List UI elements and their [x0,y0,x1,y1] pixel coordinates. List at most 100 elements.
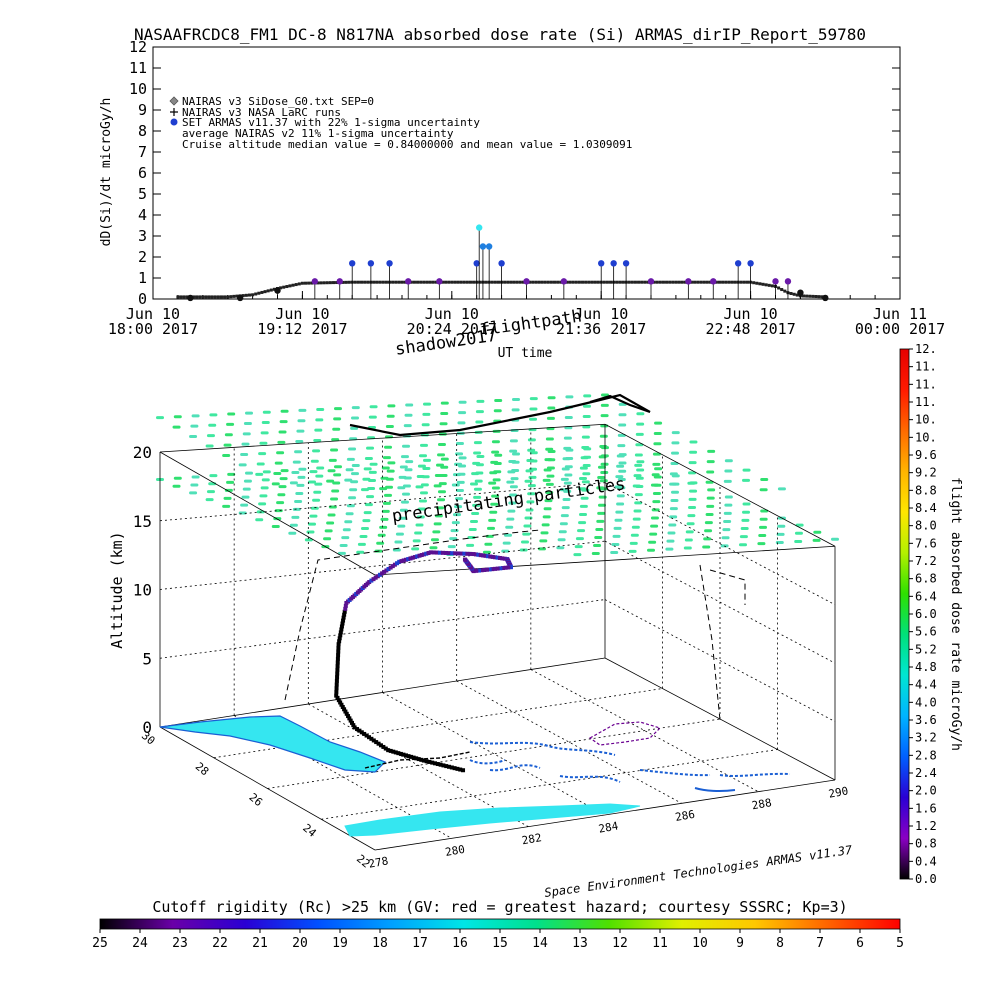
rc-field-marker [298,408,307,412]
flight-track-point [455,766,460,771]
timeseries-y-tick-label: 1 [138,269,147,287]
flight-track-point [428,550,433,555]
nairas-model-marker [431,280,435,284]
floor-grid-line [308,703,529,828]
rc-field-marker [473,487,482,491]
rc-field-marker [545,482,554,486]
rc-field-marker [706,470,715,474]
nairas-model-marker [294,283,298,287]
rc-field-marker [412,539,421,543]
nairas-model-marker [780,288,784,292]
nairas-model-marker [683,280,687,284]
timeseries-y-tick-label: 4 [138,206,147,224]
nairas-model-marker [693,280,697,284]
rc-field-marker [323,537,332,541]
rc-field-marker [722,528,731,532]
nairas-model-marker [783,289,787,293]
rc-colorbar-tick-label: 11 [652,936,668,951]
flight-track-point [342,707,347,712]
rc-field-marker [291,471,300,475]
rc-field-marker [580,496,589,500]
longitude-tick-label: 280 [444,843,466,859]
nairas-model-marker [360,280,364,284]
rc-field-marker [357,542,366,546]
rc-field-marker [742,502,751,506]
rc-field-marker [628,549,637,553]
rc-field-marker [385,477,394,481]
floor-grid-line [382,692,606,816]
rc-field-marker [380,517,389,521]
armas-point [485,243,493,250]
flight-track-point [490,554,495,559]
rc-field-marker [245,411,253,415]
rc-field-marker [330,448,339,452]
rc-field-marker [315,474,324,478]
flight-track-point [380,571,385,576]
nairas-model-marker [182,295,186,299]
rc-field-marker [653,431,662,435]
rc-field-marker [511,408,520,412]
rc-field-marker [724,459,733,463]
nairas-model-marker [394,280,398,284]
flight-track-point [339,702,344,707]
timeseries-y-tick-label: 10 [129,80,147,98]
flight-track-point [342,612,347,617]
top-plane-shadow-track [349,393,651,437]
rc-field-marker [417,507,426,511]
rc-field-marker [579,466,588,470]
rc-field-marker [652,491,661,495]
nairas-model-marker [444,280,448,284]
nairas-model-marker [425,280,429,284]
flight-track-point [369,736,374,741]
flight-track-point [417,553,422,558]
rc-colorbar-tick-label: 23 [172,936,188,951]
rc-field-marker [579,504,588,508]
nairas-model-marker [714,280,718,284]
flight-track-point [357,728,362,733]
nairas-model-marker [356,280,360,284]
rc-field-marker [417,464,426,468]
rc-field-marker [632,517,641,521]
rc-field-marker [440,401,449,405]
timeseries-x-tick-label-time: 20:24 2017 [407,320,497,338]
rc-field-marker [591,552,600,556]
rc-field-marker [654,421,663,425]
flight-track-point [406,754,411,759]
timeseries-x-tick-label-date: Jun 10 [275,305,329,323]
rc-field-marker [455,452,464,456]
flight-track-point [338,630,343,635]
rc-field-marker [614,518,623,522]
nairas-model-marker [543,280,547,284]
rc-field-marker [582,425,591,429]
rc-field-marker [386,414,395,418]
rc-field-marker [368,470,377,474]
nairas-model-marker [304,281,308,285]
flight-track-point [435,762,440,767]
rc-field-marker [402,444,410,448]
rc-colorbar-tick-label: 7 [816,936,824,951]
nairas-model-marker [705,280,709,284]
flight-track-point [386,567,391,572]
rc-field-marker [243,479,252,483]
nairas-model-marker [755,281,759,285]
rc-field-marker [276,501,285,505]
flight-track-point [497,555,502,560]
rc-field-marker [415,485,424,489]
rc-field-marker [687,514,696,518]
nairas-model-marker [400,280,404,284]
rc-field-marker [291,515,300,519]
nairas-model-marker [559,280,563,284]
flight-track-point [438,762,443,767]
flight-track-point [336,649,341,654]
rc-field-marker [597,476,606,480]
flight-track-point [334,682,339,687]
rc-colorbar-tick-label: 17 [412,936,428,951]
dose-colorbar-ticks: 0.0 0.4 0.8 1.2 1.6 2.0 2.4 2.8 3.2 3.6 4.0 4.4 4.8 5… [909,342,937,886]
rc-field-marker [422,467,431,471]
rc-field-marker [455,488,464,492]
rc-field-marker [473,495,482,499]
rc-field-marker [331,489,340,493]
nairas-model-marker [319,281,323,285]
flight-track-point [495,555,500,560]
